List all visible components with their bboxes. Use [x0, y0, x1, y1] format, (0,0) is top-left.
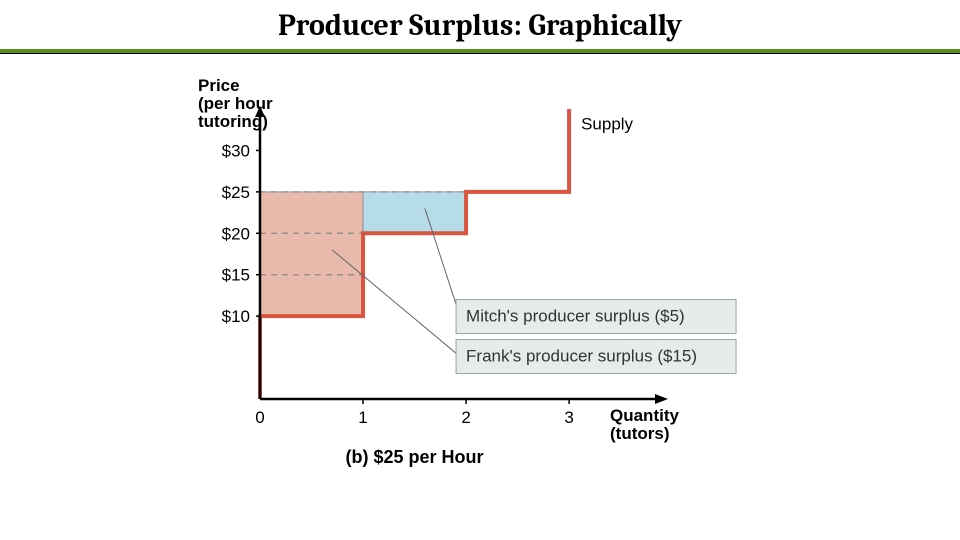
producer-surplus-chart: $10 $15 $20 $25 $30 0 1 2 3 Price(per hourtutorin… [130, 79, 830, 509]
frank-callout-text: Frank's producer surplus ($15) [466, 347, 697, 366]
x-tick-label: 0 [255, 408, 264, 427]
y-axis-title: (per hour [198, 94, 273, 113]
x-tick-label: 3 [564, 408, 573, 427]
frank-surplus-region [260, 192, 363, 316]
mitch-callout-text: Mitch's producer surplus ($5) [466, 307, 685, 326]
y-tick-label: $25 [222, 183, 250, 202]
x-axis-title: (tutors) [610, 424, 669, 443]
title-rule [0, 49, 960, 54]
slide-title: Producer Surplus: Graphically [0, 0, 960, 49]
supply-label: Supply [581, 115, 633, 134]
mitch-surplus-region [363, 192, 466, 233]
x-tick-label: 1 [358, 408, 367, 427]
chart-caption: (b) $25 per Hour [346, 447, 484, 467]
x-axis-title: Quantity [610, 406, 679, 425]
x-axis-arrow [655, 394, 668, 404]
y-axis-title: tutoring) [198, 112, 268, 131]
y-tick-label: $15 [222, 266, 250, 285]
x-tick-label: 2 [461, 408, 470, 427]
chart-container: $10 $15 $20 $25 $30 0 1 2 3 Price(per hourtutorin… [130, 79, 830, 509]
y-tick-label: $10 [222, 307, 250, 326]
y-axis-title: Price [198, 79, 240, 95]
y-tick-label: $30 [222, 141, 250, 160]
y-tick-label: $20 [222, 224, 250, 243]
